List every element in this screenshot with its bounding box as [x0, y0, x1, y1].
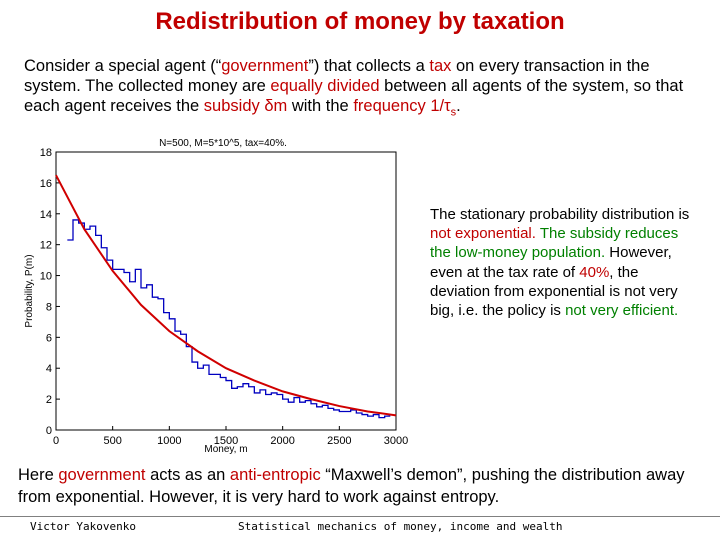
- side-commentary: The stationary probability distribution …: [430, 205, 695, 320]
- text-run: .: [456, 97, 461, 115]
- x-tick-label: 2000: [270, 435, 294, 447]
- y-tick-label: 12: [40, 240, 52, 252]
- text-run: s: [450, 106, 457, 119]
- text-run: frequency 1/τ: [353, 97, 451, 115]
- x-tick-label: 1000: [157, 435, 181, 447]
- x-tick-label: 2500: [327, 435, 351, 447]
- y-tick-label: 8: [46, 301, 52, 313]
- text-run: not exponential.: [430, 225, 536, 243]
- text-run: ”) that collects a: [308, 57, 430, 75]
- x-tick-label: 500: [103, 435, 121, 447]
- y-tick-label: 0: [46, 425, 52, 437]
- text-run: anti-entropic: [229, 466, 321, 484]
- text-run: However, even at the tax rate of: [430, 244, 672, 281]
- text-run: with the: [287, 97, 354, 115]
- y-tick-label: 14: [40, 209, 52, 221]
- taxation-distribution-chart: N=500, M=5*10^5, tax=40%. 0 2 4 6 8 10 12 14 16 1…: [24, 138, 408, 455]
- bottom-paragraph: Here government acts as an anti-entropic…: [18, 464, 708, 508]
- text-run: government: [221, 57, 309, 75]
- y-tick-label: 4: [46, 363, 52, 375]
- text-run: δm: [264, 97, 288, 115]
- y-tick-label: 16: [40, 178, 52, 190]
- x-axis-label: Money, m: [204, 444, 247, 455]
- text-run: Consider a special agent (“: [24, 57, 222, 75]
- text-run: on every transaction in the system. The …: [24, 57, 650, 95]
- y-tick-label: 2: [46, 394, 52, 406]
- y-tick-label: 18: [40, 147, 52, 159]
- x-tick-label: 1500: [214, 435, 238, 447]
- slide-title: Redistribution of money by taxation: [155, 8, 565, 35]
- text-run: The subsidy reduces the low-money popula…: [430, 225, 679, 262]
- footer-divider: [0, 516, 720, 517]
- intro-paragraph: Consider a special agent (“government”) …: [24, 56, 704, 122]
- text-run: tax: [429, 57, 452, 75]
- text-run: , the deviation from exponential is not …: [430, 263, 678, 320]
- text-run: 40%: [579, 263, 610, 281]
- text-run: Here: [18, 466, 59, 484]
- footer-course-title: Statistical mechanics of money, income a…: [238, 520, 563, 533]
- x-tick-label: 3000: [384, 435, 408, 447]
- text-run: The stationary probability distribution …: [430, 206, 690, 223]
- text-run: subsidy: [203, 97, 265, 115]
- y-tick-label: 10: [40, 271, 52, 283]
- text-run: not very efficient.: [565, 302, 679, 320]
- histogram-series: [67, 219, 391, 419]
- exponential-fit-curve: [55, 174, 397, 417]
- y-axis-label: Probability, P(m): [24, 254, 35, 327]
- y-tick-label: 6: [46, 332, 52, 344]
- text-run: acts as an: [145, 466, 230, 484]
- text-run: government: [58, 466, 146, 484]
- x-tick-label: 0: [53, 435, 59, 447]
- text-run: “Maxwell’s demon”, pushing the distribut…: [18, 466, 685, 506]
- text-run: equally divided: [270, 77, 380, 95]
- footer-author: Victor Yakovenko: [30, 520, 136, 533]
- y-axis-ticks: 0 2 4 6 8 10 12 14 16 18: [40, 147, 60, 437]
- chart-title: N=500, M=5*10^5, tax=40%.: [159, 138, 287, 149]
- x-axis-ticks: 0 500 1000 1500 2000 2500 3000: [53, 426, 408, 447]
- plot-area: [55, 151, 397, 431]
- text-run: between all agents of the system, so tha…: [24, 77, 684, 115]
